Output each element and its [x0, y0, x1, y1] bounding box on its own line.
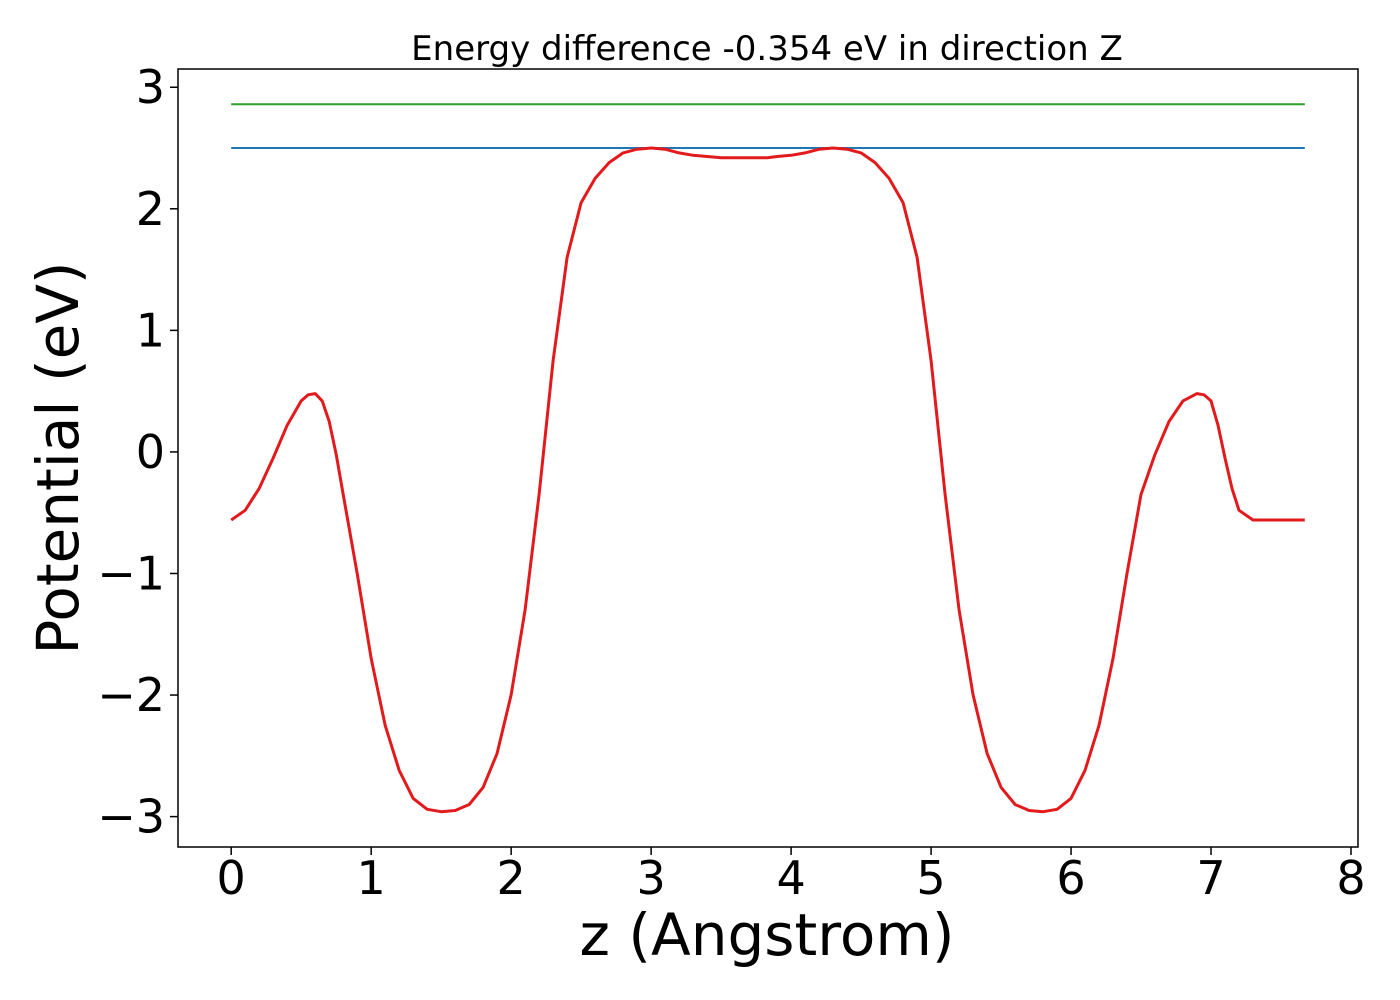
plot-area-frame — [177, 68, 1359, 848]
x-tick-label: 4 — [776, 851, 805, 905]
y-tick-label: −1 — [97, 546, 165, 600]
y-tick-label: −2 — [97, 668, 165, 722]
x-tick-label: 6 — [1056, 851, 1085, 905]
x-tick-label: 7 — [1196, 851, 1225, 905]
x-tick-label: 8 — [1336, 851, 1365, 905]
y-tick-label: 2 — [136, 182, 165, 236]
x-tick-label: 3 — [636, 851, 665, 905]
series-line-2 — [230, 146, 1305, 814]
x-tick-label: 1 — [357, 851, 386, 905]
x-tick-label: 5 — [916, 851, 945, 905]
y-tick-label: −3 — [97, 790, 165, 844]
x-tick-label: 0 — [217, 851, 246, 905]
x-axis-ticks: 0 1 2 3 4 5 6 7 8 — [217, 847, 1366, 905]
y-tick-label: 0 — [136, 425, 165, 479]
chart-title: Energy difference -0.354 eV in direction… — [411, 29, 1123, 69]
y-axis-ticks: 3 2 1 0 −1 −2 −3 — [97, 60, 178, 844]
series-layer — [230, 103, 1305, 814]
y-axis-label: Potential (eV) — [24, 261, 92, 654]
y-tick-label: 1 — [136, 303, 165, 357]
x-tick-label: 2 — [497, 851, 526, 905]
x-axis-label: z (Angstrom) — [580, 901, 955, 969]
y-tick-label: 3 — [136, 60, 165, 114]
